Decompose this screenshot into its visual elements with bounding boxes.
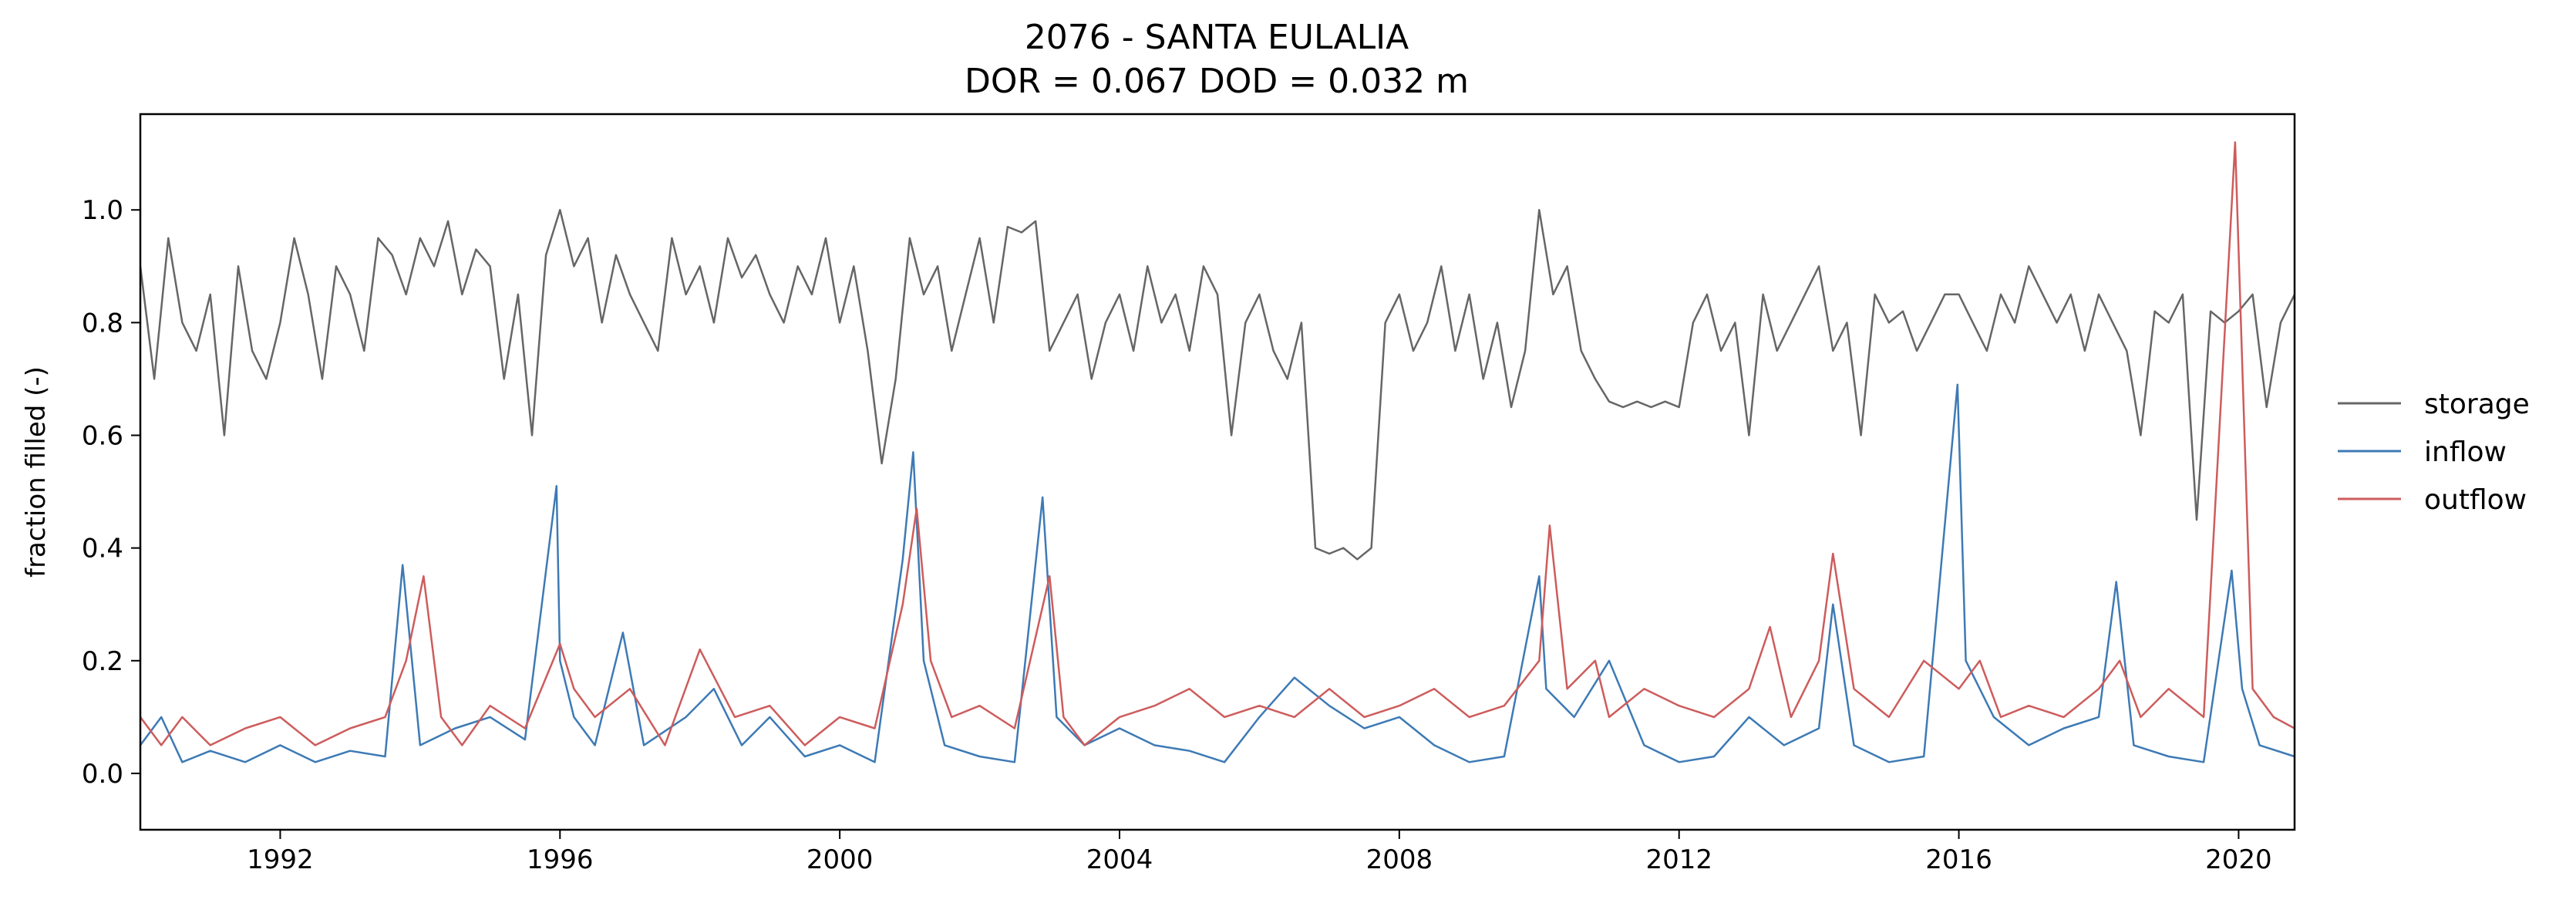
x-tick-label: 2012 — [1645, 844, 1712, 875]
series-line-storage — [140, 208, 2295, 561]
x-tick-label: 2000 — [806, 844, 874, 875]
y-tick-label: 0.8 — [82, 308, 123, 339]
y-tick-label: 0.4 — [82, 534, 123, 564]
x-tick-label: 2008 — [1366, 844, 1433, 875]
chart-title-line2: DOR = 0.067 DOD = 0.032 m — [965, 62, 1469, 101]
x-tick-label: 2004 — [1086, 844, 1153, 875]
plot-area — [139, 113, 2296, 831]
series-line-inflow — [140, 383, 2295, 763]
x-tick-label: 1992 — [247, 844, 314, 875]
x-tick-label: 1996 — [527, 844, 594, 875]
legend-label-storage: storage — [2424, 389, 2530, 420]
legend-label-outflow: outflow — [2424, 484, 2527, 516]
plot-frame — [139, 113, 2296, 831]
y-tick-label: 0.2 — [82, 646, 123, 677]
y-axis: 0.0 0.2 0.4 0.6 0.8 1.0 — [82, 195, 140, 790]
y-tick-label: 0.6 — [82, 421, 123, 452]
legend: storage inflow outflow — [2338, 389, 2530, 516]
y-tick-label: 1.0 — [82, 195, 123, 226]
series-layer — [140, 141, 2295, 763]
series-line-outflow — [140, 141, 2295, 746]
chart-title-line1: 2076 - SANTA EULALIA — [1025, 18, 1409, 57]
x-tick-label: 2016 — [1925, 844, 1992, 875]
y-axis-label: fraction filled (-) — [21, 366, 52, 578]
x-axis: 1992 1996 2000 2004 2008 2012 2016 2020 — [247, 830, 2272, 875]
x-tick-label: 2020 — [2205, 844, 2272, 875]
y-tick-label: 0.0 — [82, 759, 123, 790]
legend-label-inflow: inflow — [2424, 436, 2507, 468]
